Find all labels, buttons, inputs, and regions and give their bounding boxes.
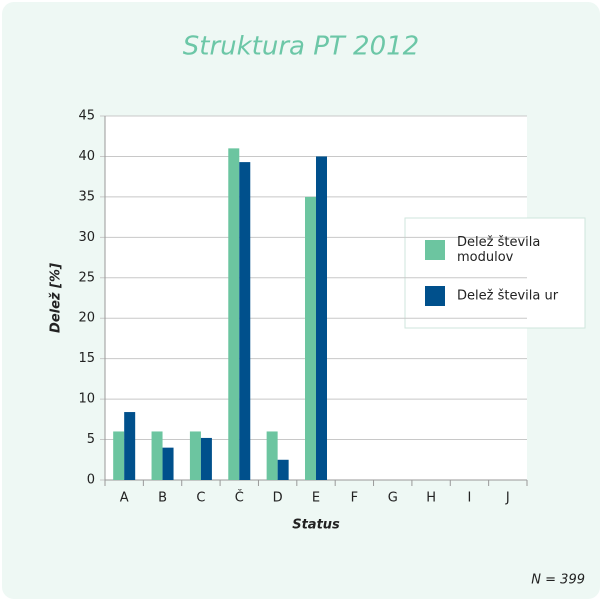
y-tick-label: 25 bbox=[78, 270, 95, 285]
bar bbox=[151, 431, 163, 480]
y-tick-label: 40 bbox=[78, 149, 95, 164]
x-tick-label: H bbox=[426, 491, 436, 506]
annotation: N = 399 bbox=[531, 573, 585, 588]
chart-title: Struktura PT 2012 bbox=[183, 32, 419, 62]
x-tick-label: F bbox=[351, 491, 358, 506]
y-tick-label: 35 bbox=[78, 189, 95, 204]
x-tick-label: G bbox=[388, 491, 398, 506]
x-tick-label: D bbox=[273, 491, 283, 506]
bar bbox=[189, 431, 201, 480]
x-tick-label: A bbox=[120, 491, 129, 506]
y-tick-label: 15 bbox=[78, 351, 95, 366]
legend-swatch bbox=[425, 240, 445, 260]
bar bbox=[239, 162, 251, 480]
x-tick-label: Č bbox=[235, 490, 244, 506]
y-axis-label: Delež [%] bbox=[49, 263, 64, 333]
y-tick-label: 45 bbox=[78, 109, 95, 124]
y-tick-label: 5 bbox=[87, 432, 95, 447]
x-tick-label: C bbox=[196, 491, 205, 506]
legend-label: Delež števila modulov bbox=[457, 235, 540, 265]
x-tick-label: J bbox=[505, 491, 510, 506]
legend bbox=[404, 217, 586, 329]
y-tick-label: 30 bbox=[78, 230, 95, 245]
bar bbox=[305, 196, 316, 480]
y-tick-label: 0 bbox=[87, 473, 95, 488]
bar bbox=[200, 437, 212, 480]
legend-label-line: modulov bbox=[457, 250, 514, 265]
bar bbox=[162, 447, 174, 480]
y-tick-label: 20 bbox=[78, 311, 95, 326]
bar bbox=[228, 148, 240, 480]
legend-label-line: Delež števila bbox=[457, 235, 540, 250]
x-tick-label: B bbox=[158, 491, 167, 506]
legend-swatch bbox=[425, 286, 445, 306]
y-tick-label: 10 bbox=[78, 392, 95, 407]
legend-label: Delež števila ur bbox=[457, 289, 559, 304]
bar bbox=[266, 431, 278, 480]
bar bbox=[316, 156, 327, 480]
bar bbox=[277, 459, 289, 480]
bar bbox=[124, 412, 136, 480]
x-tick-label: E bbox=[312, 491, 320, 506]
x-axis-label: Status bbox=[292, 518, 340, 533]
bar bbox=[113, 431, 125, 480]
x-tick-label: I bbox=[468, 491, 472, 506]
